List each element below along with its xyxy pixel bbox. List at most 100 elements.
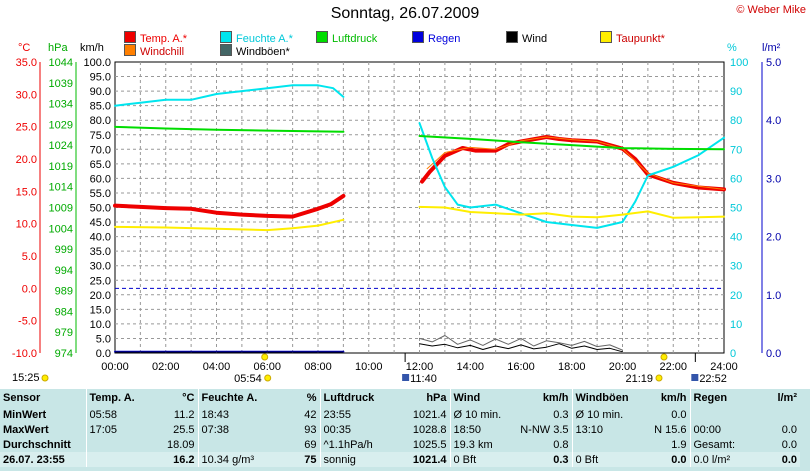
humidity-tick-label: 70 [730,144,742,156]
rain-tick-label: 2.0 [766,232,781,244]
stats-cell: 0.3 [553,408,569,421]
stats-cell: 07:38 [197,422,274,437]
legend-label: Wind [522,33,548,45]
legend-swatch [316,31,328,43]
legend-label: Regen [428,33,461,45]
wind-tick-label: 85.0 [90,101,111,113]
legend-item: Taupunkt* [600,31,665,45]
stats-cell: 0.8 [553,438,569,451]
stats-cell: 93 [304,423,317,436]
stats-cell: N 15.6 [654,423,687,436]
rain-tick-label: 5.0 [766,57,781,69]
stats-cell: MaxWert [3,423,49,436]
legend-swatch [600,31,612,43]
temp-tick-label: 15.0 [16,186,37,198]
x-tick-label: 08:00 [304,361,332,373]
stats-cell: 19.3 km [449,437,510,452]
wind-tick-label: 25.0 [90,275,111,287]
pressure-tick-label: 1034 [49,99,73,111]
legend-swatch [412,31,424,43]
legend-item: Luftdruck [316,31,377,45]
legend-item: Wind [506,31,547,45]
wind-tick-label: 90.0 [90,86,111,98]
stats-cell: 00:00 [689,422,752,437]
x-tick-label: 06:00 [253,361,281,373]
wind-tick-label: 80.0 [90,115,111,127]
temp-tick-label: 25.0 [16,122,37,134]
wind-tick-label: 15.0 [90,304,111,316]
stats-header-cell: Regen [689,389,752,407]
credit-label: © Weber Mike [736,4,806,16]
stats-cell: 1021.4 [384,452,450,467]
stats-cell: 0 Bft [449,452,510,467]
stats-cell: 0.0 [781,423,797,436]
legend-label: Taupunkt* [616,33,665,45]
series-line [418,122,725,229]
temp-tick-label: 0.0 [22,283,37,295]
stats-cell: 1.9 [671,438,687,451]
chart-svg: 00:00 02:00 04:00 06:00 08:00 10:00 12:00 14:00… [12,42,781,385]
legend-item: Feuchte A.* [220,31,293,45]
stats-cell: ^1.1hPa/h [319,437,384,452]
legend-label: Luftdruck [332,33,378,45]
stats-row: Durchschnitt 18.09 69 ^1.1hPa/h 1025.5 19.3 k… [0,437,800,452]
temp-tick-label: -5.0 [18,316,37,328]
stats-cell: 1021.4 [412,408,447,421]
stats-header-cell: Windböen [571,389,632,407]
pressure-tick-label: 1009 [49,203,73,215]
stats-cell: MinWert [3,408,47,421]
rain-tick-label: 3.0 [766,173,781,185]
sunset-dot [655,374,663,382]
pressure-tick-label: 1029 [49,119,73,131]
wind-tick-label: 100.0 [83,57,111,69]
stats-cell: 11.2 [173,408,195,421]
stats-cell: Ø 10 min. [571,407,632,422]
x-tick-label: 14:00 [456,361,484,373]
legend-item: Windböen* [220,44,290,58]
event-label: 15:25 [12,372,40,384]
stats-cell [85,437,142,452]
stats-cell: sonnig [319,452,384,467]
stats-cell: 18:50 [449,422,510,437]
legend-swatch [220,31,232,43]
stats-header-cell: Sensor [3,392,41,404]
legend-swatch [220,44,232,56]
legend-label: Temp. A.* [140,33,188,45]
humidity-tick-label: 30 [730,261,742,273]
rain-tick-label: 4.0 [766,115,781,127]
stats-cell: 0.0 [752,452,800,467]
wind-tick-label: 10.0 [90,319,111,331]
x-tick-label: 24:00 [710,361,738,373]
pressure-unit-label: hPa [48,42,68,54]
x-tick-label: 22:00 [659,361,687,373]
humidity-tick-label: 60 [730,173,742,185]
stats-header-cell: l/m² [777,392,797,404]
legend-swatch [124,31,136,43]
stats-cell: Durchschnitt [3,438,71,451]
pressure-tick-label: 1024 [49,140,73,152]
stats-cell: 0.0 [671,408,687,421]
wind-tick-label: 50.0 [90,203,111,215]
event-label: 05:54 [234,373,262,385]
temp-tick-label: -10.0 [12,348,37,360]
legend-item: Regen [412,31,460,45]
humidity-tick-label: 0 [730,348,736,360]
wind-tick-label: 45.0 [90,217,111,229]
legend-item: Temp. A.* [124,31,187,45]
rain-tick-label: 0.0 [766,348,781,360]
stats-header-cell: Temp. A. [85,389,142,407]
humidity-unit-label: % [727,42,737,54]
stats-row: MaxWert 17:05 25.5 07:38 93 00:35 1028.8 18:50 N… [0,422,800,437]
temp-tick-label: 35.0 [16,57,37,69]
pressure-tick-label: 1044 [49,57,73,69]
pressure-tick-label: 1004 [49,223,73,235]
wind-tick-label: 20.0 [90,290,111,302]
x-tick-label: 20:00 [609,361,637,373]
stats-cell: Gesamt: [689,437,752,452]
stats-cell: 0 Bft [571,452,632,467]
series-line [114,84,345,107]
wind-tick-label: 55.0 [90,188,111,200]
sunrise-dot [264,374,272,382]
x-tick-label: 18:00 [558,361,586,373]
series-line [114,125,345,133]
